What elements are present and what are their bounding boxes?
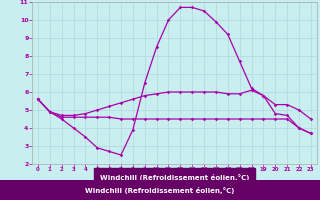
X-axis label: Windchill (Refroidissement éolien,°C): Windchill (Refroidissement éolien,°C) (100, 174, 249, 181)
Text: Windchill (Refroidissement éolien,°C): Windchill (Refroidissement éolien,°C) (85, 186, 235, 194)
